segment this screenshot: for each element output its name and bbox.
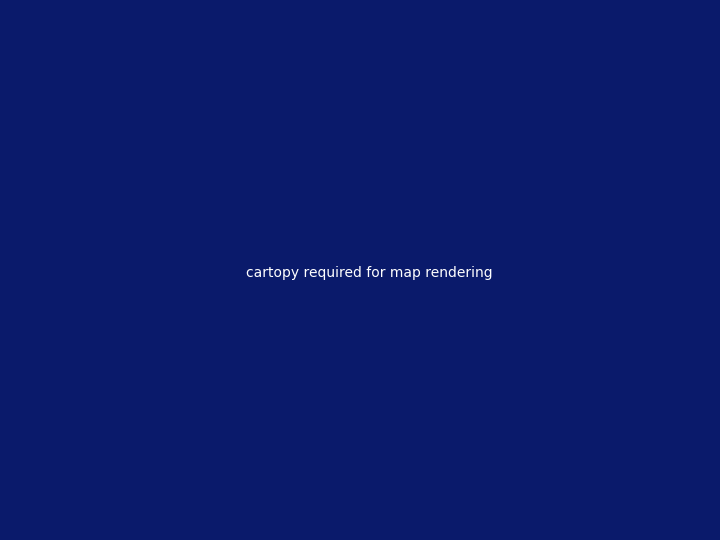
Text: cartopy required for map rendering: cartopy required for map rendering [246, 266, 492, 280]
